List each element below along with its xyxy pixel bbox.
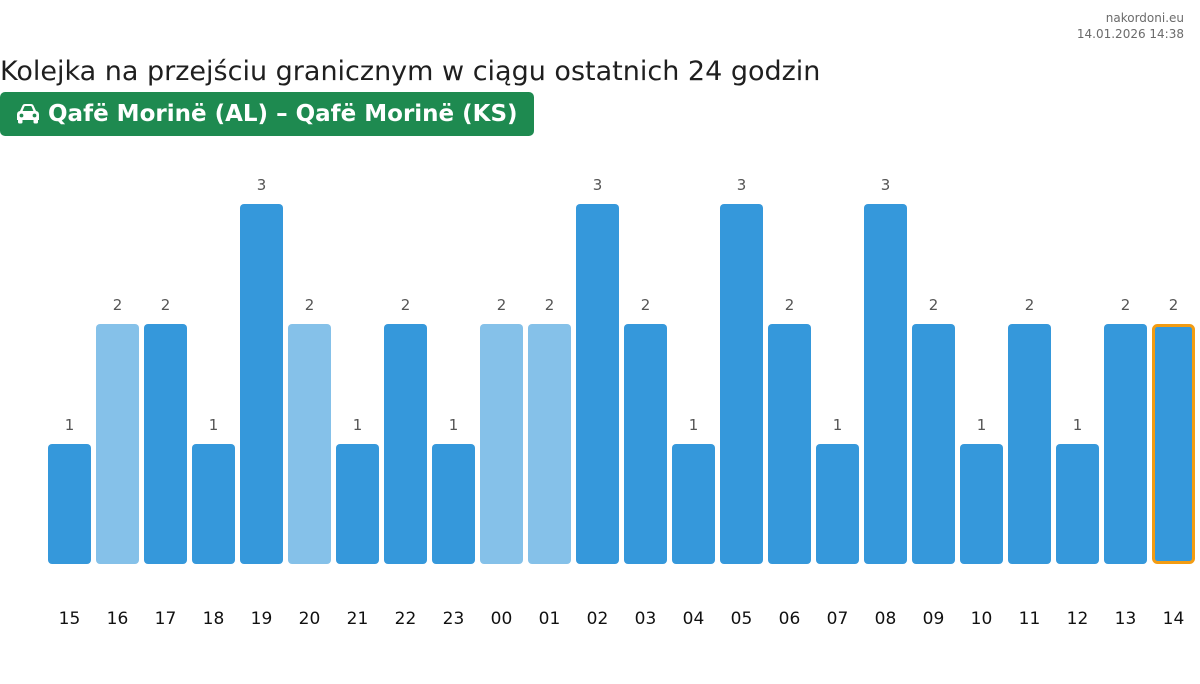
tick-label-21: 21 <box>347 609 369 629</box>
tick-label-19: 19 <box>251 609 273 629</box>
tick-label-23: 23 <box>443 609 465 629</box>
tick-label-11: 11 <box>1019 609 1041 629</box>
tick-label-06: 06 <box>779 609 801 629</box>
tick-label-03: 03 <box>635 609 657 629</box>
bar-19[interactable] <box>240 204 283 564</box>
bar-11[interactable] <box>1008 324 1051 564</box>
value-label-20: 2 <box>305 296 315 314</box>
bar-03[interactable] <box>624 324 667 564</box>
value-label-13: 2 <box>1121 296 1131 314</box>
bar-04[interactable] <box>672 444 715 564</box>
value-label-21: 1 <box>353 416 363 434</box>
tick-label-04: 04 <box>683 609 705 629</box>
value-label-15: 1 <box>65 416 75 434</box>
value-label-07: 1 <box>833 416 843 434</box>
tick-label-14: 14 <box>1163 609 1185 629</box>
bar-23[interactable] <box>432 444 475 564</box>
value-label-04: 1 <box>689 416 699 434</box>
tick-label-05: 05 <box>731 609 753 629</box>
tick-label-12: 12 <box>1067 609 1089 629</box>
bar-01[interactable] <box>528 324 571 564</box>
tick-label-08: 08 <box>875 609 897 629</box>
bar-06[interactable] <box>768 324 811 564</box>
tick-label-22: 22 <box>395 609 417 629</box>
bar-17[interactable] <box>144 324 187 564</box>
value-label-14: 2 <box>1169 296 1179 314</box>
crossing-badge: Qafë Morinë (AL) – Qafë Morinë (KS) <box>0 92 534 136</box>
bar-00[interactable] <box>480 324 523 564</box>
source-info: nakordoni.eu 14.01.2026 14:38 <box>1077 10 1184 42</box>
bar-21[interactable] <box>336 444 379 564</box>
bar-20[interactable] <box>288 324 331 564</box>
tick-label-20: 20 <box>299 609 321 629</box>
value-label-17: 2 <box>161 296 171 314</box>
bar-22[interactable] <box>384 324 427 564</box>
bar-16[interactable] <box>96 324 139 564</box>
bar-15[interactable] <box>48 444 91 564</box>
bar-14[interactable] <box>1152 324 1195 564</box>
source-timestamp: 14.01.2026 14:38 <box>1076 27 1184 41</box>
value-label-18: 1 <box>209 416 219 434</box>
value-label-19: 3 <box>257 176 267 194</box>
bar-05[interactable] <box>720 204 763 564</box>
bar-07[interactable] <box>816 444 859 564</box>
value-label-03: 2 <box>641 296 651 314</box>
bar-02[interactable] <box>576 204 619 564</box>
value-label-22: 2 <box>401 296 411 314</box>
tick-label-10: 10 <box>971 609 993 629</box>
page-title: Kolejka na przejściu granicznym w ciągu … <box>0 56 821 87</box>
bar-12[interactable] <box>1056 444 1099 564</box>
car-icon <box>17 104 39 124</box>
tick-label-02: 02 <box>587 609 609 629</box>
value-label-05: 3 <box>737 176 747 194</box>
bar-18[interactable] <box>192 444 235 564</box>
bar-09[interactable] <box>912 324 955 564</box>
value-label-09: 2 <box>929 296 939 314</box>
tick-label-09: 09 <box>923 609 945 629</box>
bar-10[interactable] <box>960 444 1003 564</box>
tick-label-07: 07 <box>827 609 849 629</box>
source-site: nakordoni.eu <box>1105 11 1184 25</box>
value-label-06: 2 <box>785 296 795 314</box>
tick-label-13: 13 <box>1115 609 1137 629</box>
value-label-00: 2 <box>497 296 507 314</box>
bar-13[interactable] <box>1104 324 1147 564</box>
value-label-08: 3 <box>881 176 891 194</box>
tick-label-17: 17 <box>155 609 177 629</box>
tick-label-15: 15 <box>59 609 81 629</box>
tick-label-01: 01 <box>539 609 561 629</box>
value-label-02: 3 <box>593 176 603 194</box>
value-label-16: 2 <box>113 296 123 314</box>
value-label-11: 2 <box>1025 296 1035 314</box>
value-label-23: 1 <box>449 416 459 434</box>
value-label-10: 1 <box>977 416 987 434</box>
bar-08[interactable] <box>864 204 907 564</box>
tick-label-16: 16 <box>107 609 129 629</box>
tick-label-00: 00 <box>491 609 513 629</box>
value-label-12: 1 <box>1073 416 1083 434</box>
crossing-name: Qafë Morinë (AL) – Qafë Morinë (KS) <box>48 101 518 127</box>
value-label-01: 2 <box>545 296 555 314</box>
tick-label-18: 18 <box>203 609 225 629</box>
